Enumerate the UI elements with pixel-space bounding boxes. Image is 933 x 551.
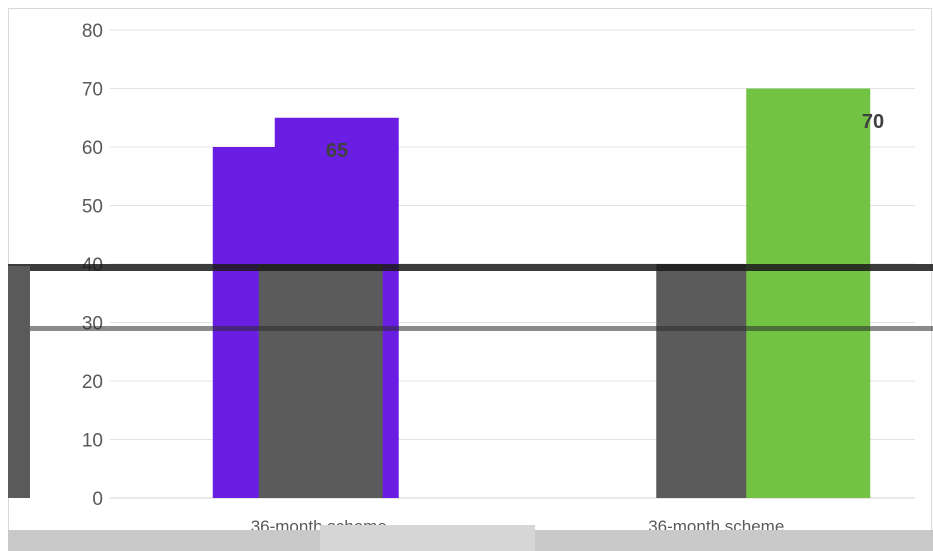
y-tick-label: 20	[82, 372, 103, 393]
left-strip	[8, 266, 30, 498]
y-tick-label: 80	[82, 21, 103, 42]
y-tick-label: 10	[82, 431, 103, 452]
data-label: 70	[862, 111, 884, 133]
bottom-light-block	[320, 525, 535, 551]
y-tick-label: 70	[82, 80, 103, 101]
data-label: 65	[326, 140, 348, 162]
y-tick-label: 30	[82, 314, 103, 335]
bars	[212, 88, 871, 498]
glitch-band	[8, 264, 933, 271]
y-tick-label: 0	[92, 489, 103, 510]
glitch-band-lower	[8, 326, 933, 331]
bar	[258, 264, 383, 498]
y-tick-label: 50	[82, 197, 103, 218]
data-labels: 65 70	[326, 111, 884, 162]
y-tick-label: 60	[82, 138, 103, 159]
bar	[746, 88, 871, 498]
